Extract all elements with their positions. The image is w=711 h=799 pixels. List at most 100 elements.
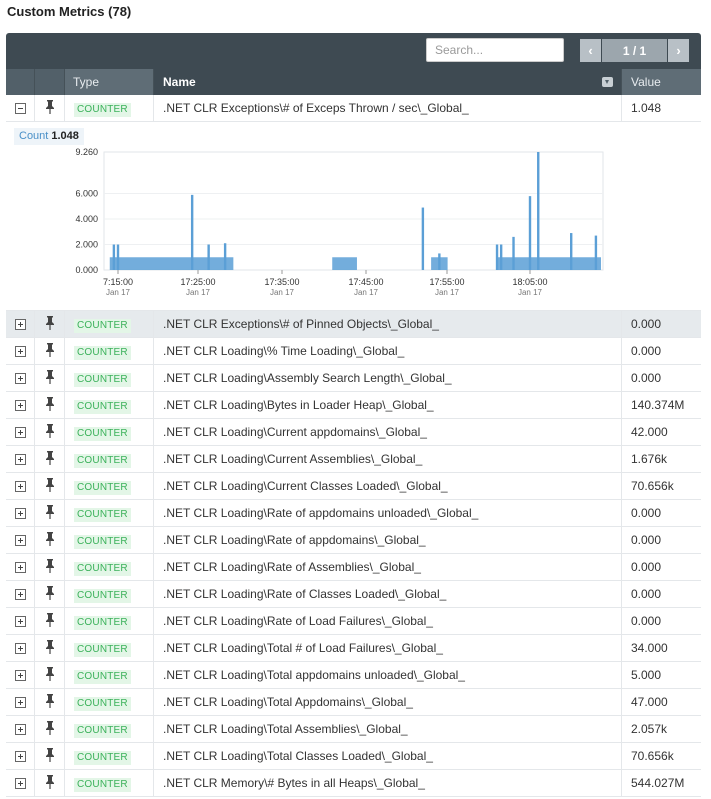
chevron-left-icon[interactable]: ‹ <box>580 39 601 62</box>
pin-icon[interactable] <box>35 662 65 688</box>
y-tick-label: 9.260 <box>75 147 98 157</box>
collapse-icon[interactable] <box>15 103 26 114</box>
pin-icon[interactable] <box>35 392 65 418</box>
header-value[interactable]: Value <box>622 69 701 95</box>
expand-icon[interactable] <box>15 778 26 789</box>
expand-icon[interactable] <box>15 346 26 357</box>
table-row[interactable]: COUNTER .NET CLR Loading\% Time Loading\_… <box>6 338 701 365</box>
pin-icon[interactable] <box>35 716 65 742</box>
pin-icon[interactable] <box>35 689 65 715</box>
type-badge: COUNTER <box>74 670 131 684</box>
expand-icon[interactable] <box>15 400 26 411</box>
expand-icon[interactable] <box>15 508 26 519</box>
type-cell: COUNTER <box>65 473 154 499</box>
pin-icon[interactable] <box>35 608 65 634</box>
table-row[interactable]: COUNTER .NET CLR Loading\Current Assembli… <box>6 446 701 473</box>
name-cell: .NET CLR Loading\Rate of appdomains unlo… <box>154 500 622 526</box>
table-row[interactable]: COUNTER .NET CLR Loading\Total Classes Lo… <box>6 743 701 770</box>
table-row[interactable]: COUNTER .NET CLR Loading\Current appdomai… <box>6 419 701 446</box>
name-cell: .NET CLR Loading\Total appdomains unload… <box>154 662 622 688</box>
expand-icon[interactable] <box>15 643 26 654</box>
expand-icon[interactable] <box>15 535 26 546</box>
count-label: Count <box>19 130 49 142</box>
expand-cell <box>6 689 35 715</box>
table-row-expanded[interactable]: COUNTER .NET CLR Exceptions\# of Exceps … <box>6 95 701 122</box>
expand-icon[interactable] <box>15 670 26 681</box>
name-cell: .NET CLR Exceptions\# of Exceps Thrown /… <box>154 95 622 121</box>
expand-icon[interactable] <box>15 481 26 492</box>
name-cell: .NET CLR Loading\Total # of Load Failure… <box>154 635 622 661</box>
table-row[interactable]: COUNTER .NET CLR Loading\Rate of Classes … <box>6 581 701 608</box>
expand-icon[interactable] <box>15 427 26 438</box>
y-tick-label: 6.000 <box>75 189 98 199</box>
pin-icon[interactable] <box>35 365 65 391</box>
page-indicator: 1 / 1 <box>602 39 667 62</box>
table-row[interactable]: COUNTER .NET CLR Loading\Rate of appdomai… <box>6 527 701 554</box>
table-row[interactable]: COUNTER .NET CLR Loading\Total # of Load … <box>6 635 701 662</box>
pin-icon[interactable] <box>35 500 65 526</box>
type-cell: COUNTER <box>65 635 154 661</box>
name-cell: .NET CLR Loading\Current appdomains\_Glo… <box>154 419 622 445</box>
pin-icon[interactable] <box>35 770 65 796</box>
table-row[interactable]: COUNTER .NET CLR Loading\Rate of Assembli… <box>6 554 701 581</box>
x-tick-time: 17:25:00 <box>180 277 215 287</box>
pin-icon[interactable] <box>35 446 65 472</box>
pin-icon[interactable] <box>35 581 65 607</box>
count-value: 1.048 <box>51 130 79 142</box>
search-input[interactable] <box>426 38 564 62</box>
sort-icon[interactable] <box>602 77 613 87</box>
expand-icon[interactable] <box>15 751 26 762</box>
chevron-right-icon[interactable]: › <box>668 39 689 62</box>
expand-cell <box>6 554 35 580</box>
type-cell: COUNTER <box>65 365 154 391</box>
table-row[interactable]: COUNTER .NET CLR Loading\Bytes in Loader … <box>6 392 701 419</box>
pin-icon[interactable] <box>35 338 65 364</box>
value-cell: 5.000 <box>631 668 662 682</box>
expand-cell <box>6 419 35 445</box>
expand-icon[interactable] <box>15 562 26 573</box>
expand-cell <box>6 365 35 391</box>
value-cell: 0.000 <box>631 614 662 628</box>
pin-icon[interactable] <box>35 473 65 499</box>
value-cell: 0.000 <box>631 506 662 520</box>
type-badge: COUNTER <box>74 697 131 711</box>
table-row[interactable]: COUNTER .NET CLR Loading\Rate of appdomai… <box>6 500 701 527</box>
table-row[interactable]: COUNTER .NET CLR Loading\Assembly Search … <box>6 365 701 392</box>
name-cell: .NET CLR Loading\Rate of Load Failures\_… <box>154 608 622 634</box>
y-tick-label: 4.000 <box>75 214 98 224</box>
pin-icon[interactable] <box>35 419 65 445</box>
pin-icon[interactable] <box>35 635 65 661</box>
table-row[interactable]: COUNTER .NET CLR Loading\Rate of Load Fai… <box>6 608 701 635</box>
pin-icon[interactable] <box>35 311 65 337</box>
type-badge: COUNTER <box>74 535 131 549</box>
table-row[interactable]: COUNTER .NET CLR Loading\Current Classes … <box>6 473 701 500</box>
table-row[interactable]: COUNTER .NET CLR Exceptions\# of Pinned O… <box>6 311 701 338</box>
type-cell: COUNTER <box>65 662 154 688</box>
expand-icon[interactable] <box>15 697 26 708</box>
expand-icon[interactable] <box>15 724 26 735</box>
expand-icon[interactable] <box>15 616 26 627</box>
expand-icon[interactable] <box>15 319 26 330</box>
pin-icon[interactable] <box>35 743 65 769</box>
type-badge: COUNTER <box>74 373 131 387</box>
table-row[interactable]: COUNTER .NET CLR Loading\Total Appdomains… <box>6 689 701 716</box>
header-type[interactable]: Type <box>65 69 154 95</box>
pin-icon[interactable] <box>35 527 65 553</box>
pin-icon[interactable] <box>35 554 65 580</box>
table-row[interactable]: COUNTER .NET CLR Loading\Total Assemblies… <box>6 716 701 743</box>
type-badge: COUNTER <box>74 589 131 603</box>
expand-icon[interactable] <box>15 454 26 465</box>
name-cell: .NET CLR Memory\# Bytes in all Heaps\_Gl… <box>154 770 622 796</box>
table-row[interactable]: COUNTER .NET CLR Loading\Total appdomains… <box>6 662 701 689</box>
table-row[interactable]: COUNTER .NET CLR Memory\# Bytes in all He… <box>6 770 701 797</box>
name-cell: .NET CLR Loading\Total Classes Loaded\_G… <box>154 743 622 769</box>
type-badge: COUNTER <box>74 454 131 468</box>
expand-cell <box>6 338 35 364</box>
header-name[interactable]: Name <box>154 69 622 95</box>
pin-icon[interactable] <box>35 95 65 121</box>
expand-icon[interactable] <box>15 589 26 600</box>
expand-cell <box>6 581 35 607</box>
expand-icon[interactable] <box>15 373 26 384</box>
type-cell: COUNTER <box>65 770 154 796</box>
